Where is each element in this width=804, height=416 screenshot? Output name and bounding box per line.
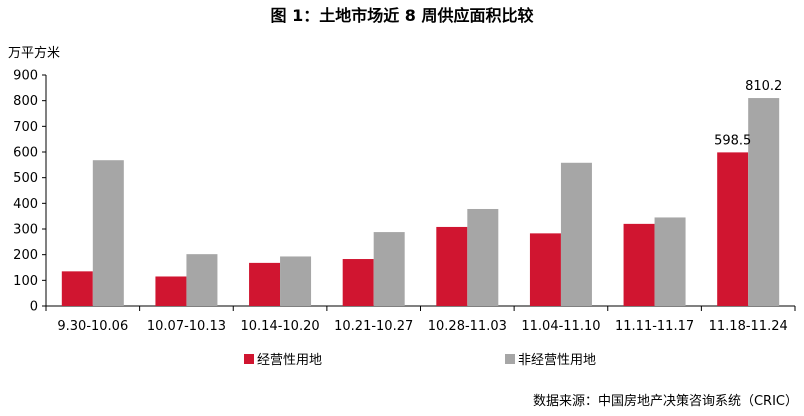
legend-label: 非经营性用地 [518,353,596,368]
y-tick-label: 600 [13,146,38,161]
x-tick-label: 11.11-11.17 [615,319,694,334]
x-tick-label: 10.21-10.27 [334,319,413,334]
legend-swatch [244,354,254,364]
y-tick-label: 800 [13,94,38,109]
bar-operating [436,226,468,306]
bar-non-operating [467,208,499,306]
legend-swatch [505,354,515,364]
bar-non-operating [92,160,124,306]
bar-operating [529,233,561,306]
legend-label: 经营性用地 [257,353,322,368]
bar-operating [155,276,187,306]
y-tick-label: 300 [13,223,38,238]
bar-non-operating [654,217,686,306]
bar-non-operating [373,232,405,306]
source-note: 数据来源：中国房地产决策咨询系统（CRIC） [533,393,798,409]
y-tick-label: 0 [30,300,38,315]
bar-non-operating [748,98,780,306]
x-tick-label: 10.14-10.20 [241,319,320,334]
y-tick-label: 700 [13,120,38,135]
bar-non-operating [280,256,312,306]
y-tick-label: 100 [13,274,38,289]
x-tick-label: 9.30-10.06 [57,319,128,334]
bar-non-operating [186,254,218,306]
bar-operating [623,223,655,306]
x-tick-label: 11.18-11.24 [709,319,788,334]
chart-title: 图 1：土地市场近 8 周供应面积比较 [271,6,534,25]
bar-non-operating [560,162,592,306]
axes: 0 100 200 300 400 500 600 700 800 900 9.30-10.06 10… [13,69,796,334]
y-tick-label: 900 [13,69,38,84]
bar-operating [342,259,374,306]
y-tick-label: 400 [13,197,38,212]
bar-operating [249,262,281,306]
x-tick-label: 10.07-10.13 [147,319,226,334]
bar-operating [717,152,749,306]
legend: 经营性用地 非经营性用地 [244,353,596,368]
x-tick-label: 10.28-11.03 [428,319,507,334]
bar-operating [61,271,93,306]
x-tick-label: 11.04-11.10 [521,319,600,334]
data-label: 810.2 [745,79,782,94]
bars: 598.5 810.2 [61,79,782,306]
y-axis-label: 万平方米 [8,45,60,61]
y-tick-label: 500 [13,171,38,186]
y-tick-label: 200 [13,248,38,263]
data-label: 598.5 [714,133,751,148]
